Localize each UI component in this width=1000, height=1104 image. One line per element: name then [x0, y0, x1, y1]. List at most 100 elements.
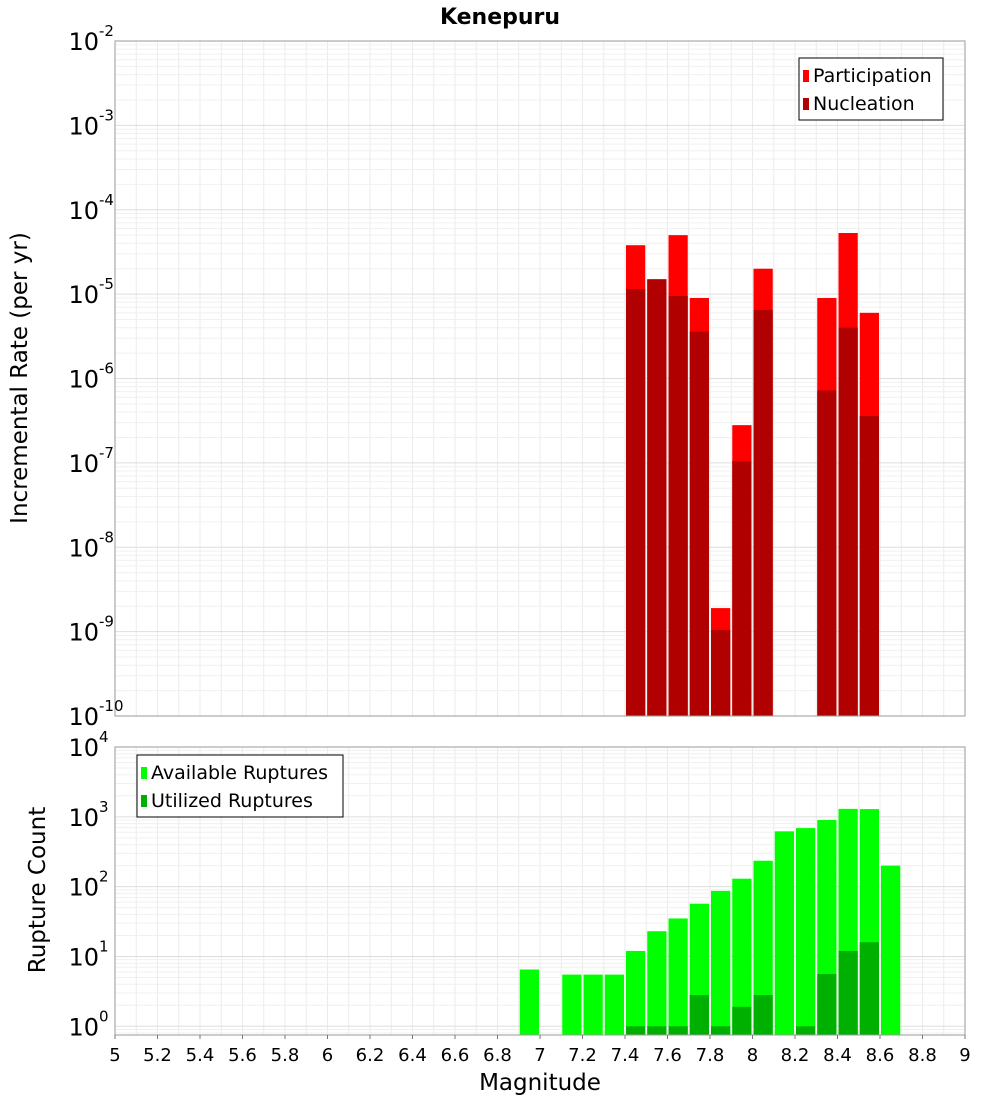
y-tick-label: 10 — [68, 874, 99, 902]
bar — [753, 995, 773, 1035]
bar — [796, 828, 816, 1035]
top-y-axis-label: Incremental Rate (per yr) — [7, 232, 33, 524]
bar — [647, 1026, 667, 1035]
bar — [774, 831, 794, 1035]
grid-lines — [114, 41, 966, 717]
bar — [647, 931, 667, 1035]
legend-label: Nucleation — [813, 93, 915, 115]
bar — [562, 974, 582, 1035]
x-tick-label: 5.6 — [228, 1045, 257, 1066]
y-tick-exponent: 0 — [99, 1007, 109, 1025]
bar — [626, 1026, 646, 1035]
plot-frame — [114, 40, 966, 717]
y-tick-label: 10 — [68, 734, 99, 762]
bar — [859, 942, 879, 1035]
x-tick-label: 8 — [747, 1045, 758, 1066]
x-tick-label: 7.8 — [696, 1045, 725, 1066]
bar — [519, 969, 539, 1035]
bar — [668, 1026, 688, 1035]
bar — [604, 974, 624, 1035]
y-tick-label: 10 — [68, 281, 99, 309]
legend-swatch — [803, 70, 809, 82]
bar — [583, 974, 603, 1035]
legend-swatch — [141, 767, 147, 779]
x-tick-label: 8.8 — [908, 1045, 937, 1066]
y-tick-exponent: -6 — [99, 360, 114, 378]
x-tick-label: 6.6 — [441, 1045, 470, 1066]
y-tick-exponent: -9 — [99, 613, 114, 631]
bar — [859, 415, 879, 716]
x-axis-label: Magnitude — [479, 1070, 601, 1096]
x-tick-label: 9 — [959, 1045, 970, 1066]
x-tick-labels: 5 5.2 5.4 5.6 5.8 6 6.2 6.4 6.6 6.8 7 7.2 7.4 7.6 7.8 8… — [109, 1035, 971, 1066]
y-tick-exponent: -8 — [99, 528, 114, 546]
legend-label: Utilized Ruptures — [151, 790, 313, 812]
y-tick-label: 10 — [68, 943, 99, 971]
x-tick-label: 6.4 — [398, 1045, 427, 1066]
x-tick-label: 8.4 — [823, 1045, 852, 1066]
legend-label: Available Ruptures — [151, 762, 328, 784]
bar — [732, 1006, 752, 1035]
y-tick-exponent: -7 — [99, 444, 114, 462]
y-tick-exponent: -2 — [99, 22, 114, 40]
y-tick-exponent: -4 — [99, 191, 114, 209]
bar — [668, 296, 688, 716]
legend: Participation Nucleation — [798, 57, 944, 121]
bar — [647, 279, 667, 716]
y-tick-exponent: -10 — [99, 697, 124, 715]
x-tick-label: 8.6 — [866, 1045, 895, 1066]
y-tick-label: 10 — [68, 1013, 99, 1041]
y-tick-label: 10 — [68, 112, 99, 140]
x-tick-label: 6 — [322, 1045, 333, 1066]
x-tick-label: 6.2 — [356, 1045, 385, 1066]
bar — [838, 327, 858, 716]
y-tick-label: 10 — [68, 197, 99, 225]
bar — [711, 890, 731, 1035]
bar — [626, 289, 646, 716]
legend-swatch — [803, 98, 809, 110]
rupture-count-plot: 10 010 110 210 310 45 5.2 5.4 5.6 5.8 6 6.2 6.4 6.6 6.… — [68, 728, 970, 1066]
bar — [626, 950, 646, 1035]
bar — [817, 390, 837, 716]
bar — [689, 995, 709, 1035]
bar — [711, 629, 731, 716]
y-tick-label: 10 — [68, 450, 99, 478]
series-nucleation — [626, 279, 879, 716]
x-tick-label: 6.8 — [483, 1045, 512, 1066]
y-tick-exponent: -5 — [99, 275, 114, 293]
bar — [838, 950, 858, 1035]
y-tick-label: 10 — [68, 619, 99, 647]
y-tick-exponent: 2 — [99, 868, 109, 886]
x-tick-label: 7.4 — [611, 1045, 640, 1066]
bar — [689, 331, 709, 716]
x-tick-label: 5 — [109, 1045, 120, 1066]
x-tick-label: 7.6 — [653, 1045, 682, 1066]
bar — [732, 878, 752, 1035]
y-tick-label: 10 — [68, 366, 99, 394]
bar — [817, 974, 837, 1035]
x-tick-label: 7.2 — [568, 1045, 597, 1066]
y-tick-exponent: -3 — [99, 106, 114, 124]
chart-title: Kenepuru — [440, 5, 560, 30]
x-tick-label: 8.2 — [781, 1045, 810, 1066]
legend-swatch — [141, 795, 147, 807]
y-tick-exponent: 3 — [99, 798, 109, 816]
x-tick-label: 7 — [534, 1045, 545, 1066]
y-tick-label: 10 — [68, 804, 99, 832]
legend: Available Ruptures Utilized Ruptures — [136, 754, 344, 818]
bar — [668, 918, 688, 1035]
bar — [711, 1026, 731, 1035]
y-tick-exponent: 4 — [99, 728, 109, 746]
y-tick-label: 10 — [68, 534, 99, 562]
x-tick-label: 5.8 — [271, 1045, 300, 1066]
y-tick-label: 10 — [68, 703, 99, 731]
series-utilized-ruptures — [626, 942, 879, 1035]
bar — [753, 860, 773, 1035]
y-tick-exponent: 1 — [99, 937, 109, 955]
bottom-y-axis-label: Rupture Count — [25, 807, 51, 973]
